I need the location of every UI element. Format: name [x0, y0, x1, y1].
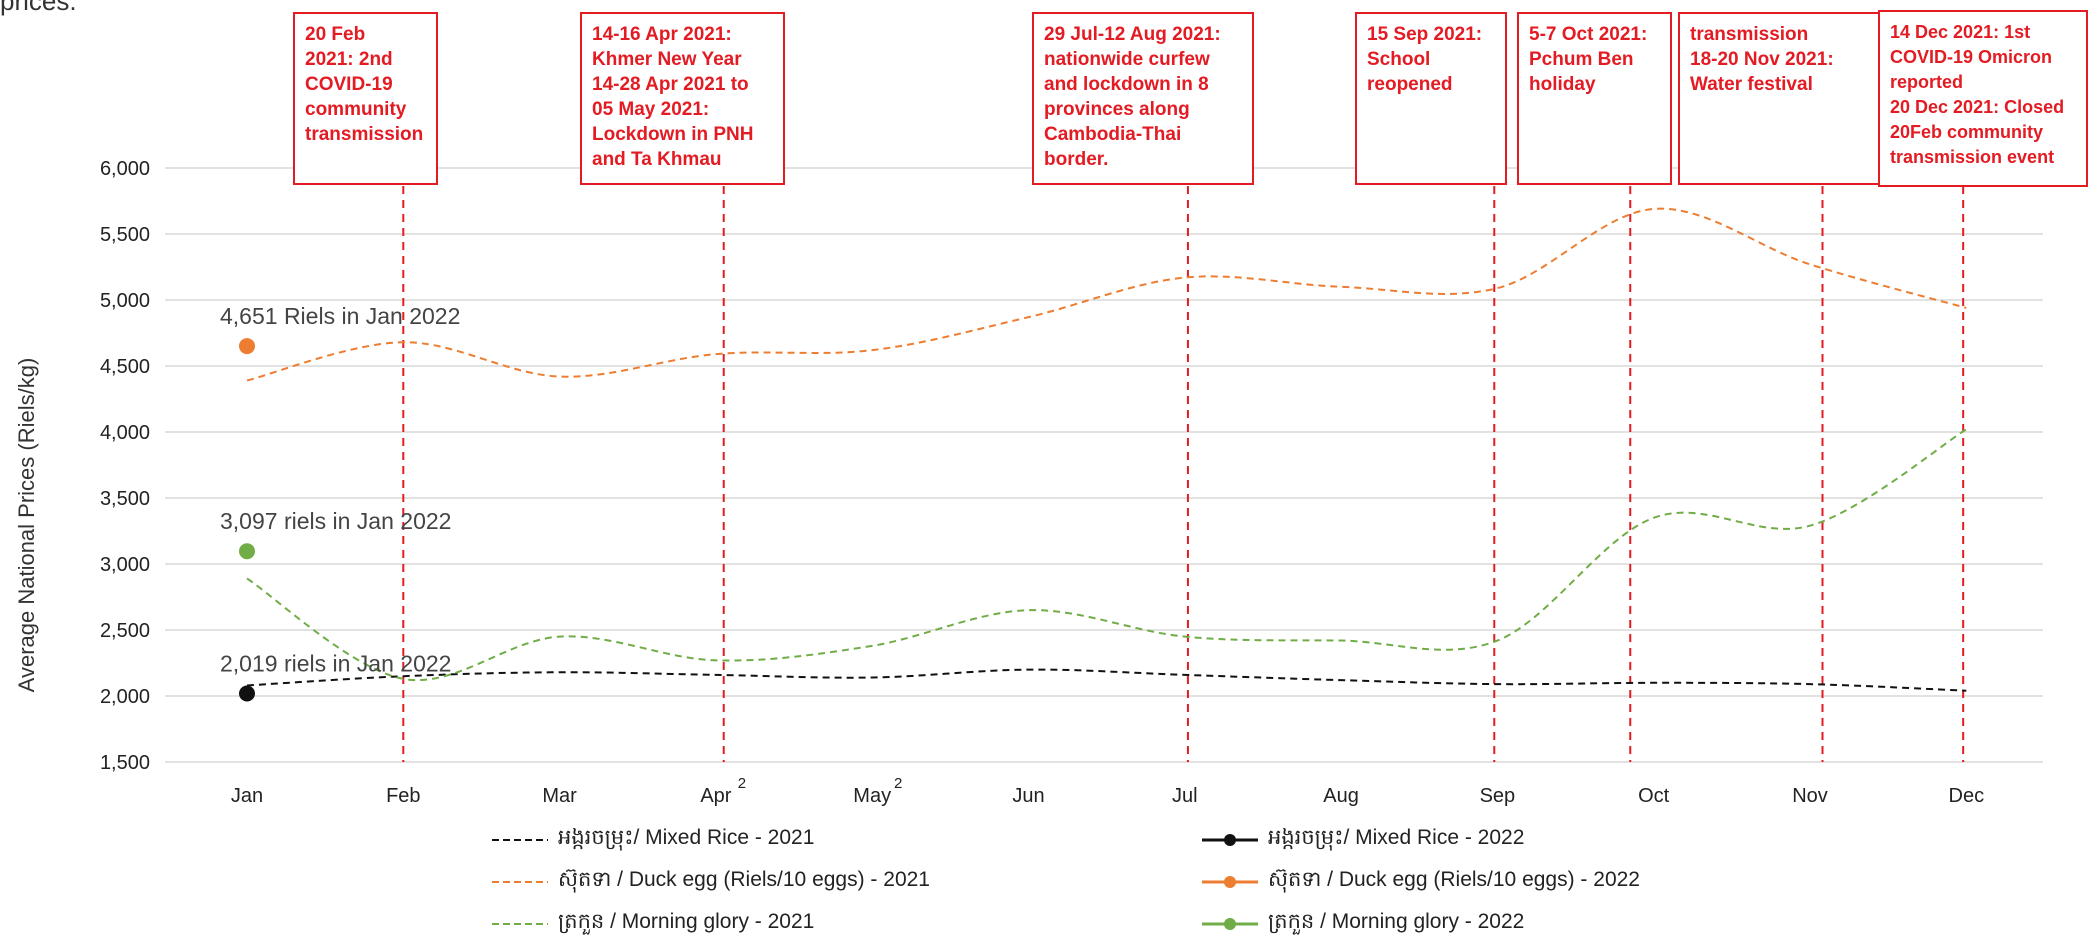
event-annotation-box: transmission 18-20 Nov 2021: Water festi… — [1678, 12, 1884, 185]
x-tick-label-jan: Jan — [231, 785, 263, 807]
event-annotation-box: 14 Dec 2021: 1st COVID-19 Omicron report… — [1878, 10, 2088, 187]
legend-label: ស៊ុតទា / Duck egg (Riels/10 eggs) - 2022 — [1268, 868, 1640, 891]
legend-label: អង្ករចម្រុះ/ Mixed Rice - 2021 — [558, 826, 815, 849]
y-tick-label: 5,000 — [100, 290, 150, 312]
x-tick-label-aug: Aug — [1323, 785, 1359, 807]
legend-label: អង្ករចម្រុះ/ Mixed Rice - 2022 — [1268, 826, 1525, 849]
event-annotation-box: 15 Sep 2021: School reopened — [1355, 12, 1507, 185]
data-label: 4,651 Riels in Jan 2022 — [220, 303, 460, 329]
legend-label: ត្រកួន / Morning glory - 2022 — [1268, 910, 1525, 933]
cropped-caption-text: prices. — [0, 0, 77, 16]
legend-item: អង្ករចម្រុះ/ Mixed Rice - 2021 — [490, 824, 814, 855]
legend-swatch — [1202, 833, 1258, 846]
tick-labels: 1,500 2,000 2,500 3,000 3,500 4,000 4,500 5,000… — [100, 158, 1984, 807]
y-tick-label: 4,500 — [100, 356, 150, 378]
y-tick-label: 1,500 — [100, 752, 150, 774]
y-tick-label: 6,000 — [100, 158, 150, 180]
series-point-5 — [239, 543, 255, 560]
x-tick-label-nov: Nov — [1792, 785, 1828, 807]
legend-item: ត្រកួន / Morning glory - 2021 — [490, 908, 814, 939]
event-annotation-box: 5-7 Oct 2021: Pchum Ben holiday — [1517, 12, 1672, 185]
x-tick-superscript: 2 — [894, 775, 902, 792]
legend-item: ស៊ុតទា / Duck egg (Riels/10 eggs) - 2022 — [1200, 866, 1640, 897]
series-line-0 — [246, 668, 1967, 692]
x-tick-label-apr: Apr — [700, 785, 731, 807]
series-line-2 — [246, 428, 1967, 682]
y-tick-label: 5,500 — [100, 224, 150, 246]
legend-swatch — [492, 838, 548, 841]
event-annotation-box: 29 Jul-12 Aug 2021: nationwide curfew an… — [1032, 12, 1254, 185]
data-label: 2,019 riels in Jan 2022 — [220, 650, 451, 676]
data-label: 3,097 riels in Jan 2022 — [220, 508, 451, 534]
y-tick-label: 3,500 — [100, 488, 150, 510]
legend-item: ស៊ុតទា / Duck egg (Riels/10 eggs) - 2021 — [490, 866, 930, 897]
legend-swatch — [1202, 917, 1258, 930]
legend-item: ត្រកួន / Morning glory - 2022 — [1200, 908, 1524, 939]
legend-label: ស៊ុតទា / Duck egg (Riels/10 eggs) - 2021 — [558, 868, 930, 891]
legend-swatch — [492, 922, 548, 925]
legend-swatch — [1202, 875, 1258, 888]
event-annotation-box: 14-16 Apr 2021: Khmer New Year 14-28 Apr… — [580, 12, 785, 185]
y-tick-label: 2,000 — [100, 686, 150, 708]
x-tick-label-dec: Dec — [1949, 785, 1985, 807]
x-tick-label-jul: Jul — [1172, 785, 1198, 807]
series-lines — [239, 207, 1967, 702]
x-tick-label-mar: Mar — [542, 785, 577, 807]
event-lines — [402, 186, 1965, 762]
x-tick-label-oct: Oct — [1638, 785, 1670, 807]
y-tick-label: 4,000 — [100, 422, 150, 444]
series-line-1 — [246, 207, 1967, 382]
series-point-3 — [239, 685, 255, 702]
y-tick-label: 3,000 — [100, 554, 150, 576]
y-tick-label: 2,500 — [100, 620, 150, 642]
legend-item: អង្ករចម្រុះ/ Mixed Rice - 2022 — [1200, 824, 1524, 855]
x-tick-label-sep: Sep — [1480, 785, 1516, 807]
series-point-4 — [239, 338, 255, 355]
x-tick-label-feb: Feb — [386, 785, 420, 807]
y-axis-title: Average National Prices (Riels/kg) — [14, 358, 39, 693]
x-tick-superscript: 2 — [738, 775, 746, 792]
legend-swatch — [492, 880, 548, 883]
x-tick-label-may: May — [853, 785, 891, 807]
x-tick-label-jun: Jun — [1012, 785, 1044, 807]
event-annotation-box: 20 Feb 2021: 2nd COVID-19 community tran… — [293, 12, 438, 185]
legend-label: ត្រកួន / Morning glory - 2021 — [558, 910, 815, 933]
